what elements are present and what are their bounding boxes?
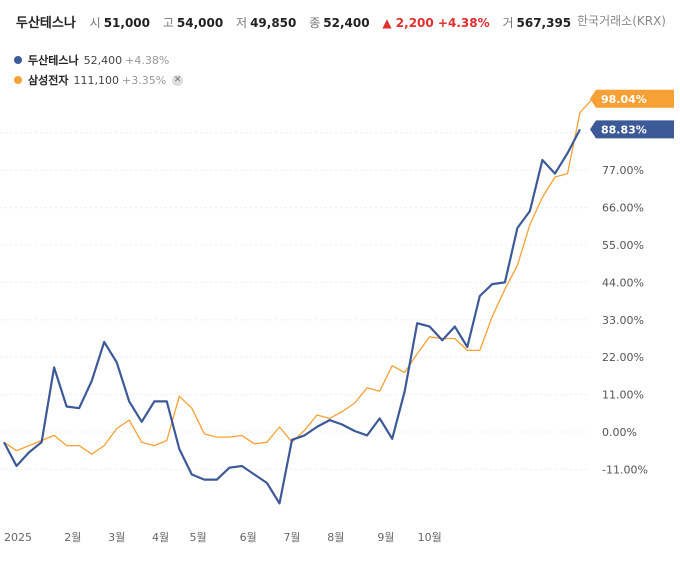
legend-series-name: 삼성전자 xyxy=(28,74,69,87)
x-tick-label: 9월 xyxy=(377,531,394,544)
legend-dot xyxy=(14,56,22,64)
exchange-label: 한국거래소(KRX) xyxy=(577,14,666,28)
high-label: 고 xyxy=(162,16,174,30)
legend-dot xyxy=(14,76,22,84)
series-end-label-bg xyxy=(590,89,674,108)
price-change: ▲ 2,200 +4.38% xyxy=(382,16,490,30)
x-tick-label: 7월 xyxy=(283,531,300,544)
x-tick-label: 8월 xyxy=(327,531,344,544)
close-price: 52,400 xyxy=(323,16,370,30)
stock-name: 두산테스나 xyxy=(16,16,76,31)
y-tick-label: 66.00% xyxy=(602,202,644,215)
low-label: 저 xyxy=(236,16,248,30)
x-tick-label: 4월 xyxy=(152,531,169,544)
legend-series-pct: +4.38% xyxy=(125,53,170,67)
series-line xyxy=(3,98,593,455)
series-end-label-bg xyxy=(590,120,674,139)
volume: 567,395 xyxy=(516,16,572,30)
x-tick-label: 6월 xyxy=(240,531,257,544)
y-tick-label: 22.00% xyxy=(602,351,644,364)
legend-item-doosan[interactable]: 두산테스나 52,400 +4.38% xyxy=(14,50,183,70)
y-tick-label: 77.00% xyxy=(602,164,644,177)
y-tick-label: 55.00% xyxy=(602,239,644,252)
y-tick-label: 33.00% xyxy=(602,314,644,327)
legend-series-value: 111,100 xyxy=(73,73,119,87)
x-tick-label: 2025 xyxy=(4,531,32,544)
open-price: 51,000 xyxy=(103,16,150,30)
legend-series-value: 52,400 xyxy=(83,53,123,67)
series-line xyxy=(3,128,581,505)
low-price: 49,850 xyxy=(250,16,297,30)
series-end-label: 98.04% xyxy=(601,93,647,106)
open-label: 시 xyxy=(89,16,101,30)
stock-header: 두산테스나 시 51,000 고 54,000 저 49,850 종 52,400 ▲ … xyxy=(16,12,666,36)
volume-label: 거 xyxy=(502,16,514,30)
y-tick-label: 0.00% xyxy=(602,426,637,439)
x-tick-label: 10월 xyxy=(418,531,442,544)
y-tick-label: -11.00% xyxy=(602,463,648,476)
y-tick-label: 11.00% xyxy=(602,389,644,402)
legend-series-name: 두산테스나 xyxy=(28,54,79,67)
legend-item-samsung[interactable]: 삼성전자 111,100 +3.35% ✕ xyxy=(14,70,184,90)
x-tick-label: 3월 xyxy=(108,531,125,544)
legend-series-pct: +3.35% xyxy=(121,73,167,87)
x-tick-label: 2월 xyxy=(64,531,81,544)
y-tick-label: 44.00% xyxy=(602,276,644,289)
series-end-label: 88.83% xyxy=(601,123,647,136)
close-label: 종 xyxy=(309,16,321,30)
x-tick-label: 5월 xyxy=(190,531,207,544)
high-price: 54,000 xyxy=(176,16,224,30)
close-icon[interactable]: ✕ xyxy=(172,74,184,86)
legend: 두산테스나 52,400 +4.38% 삼성전자 111,100 +3.35% … xyxy=(14,50,184,90)
